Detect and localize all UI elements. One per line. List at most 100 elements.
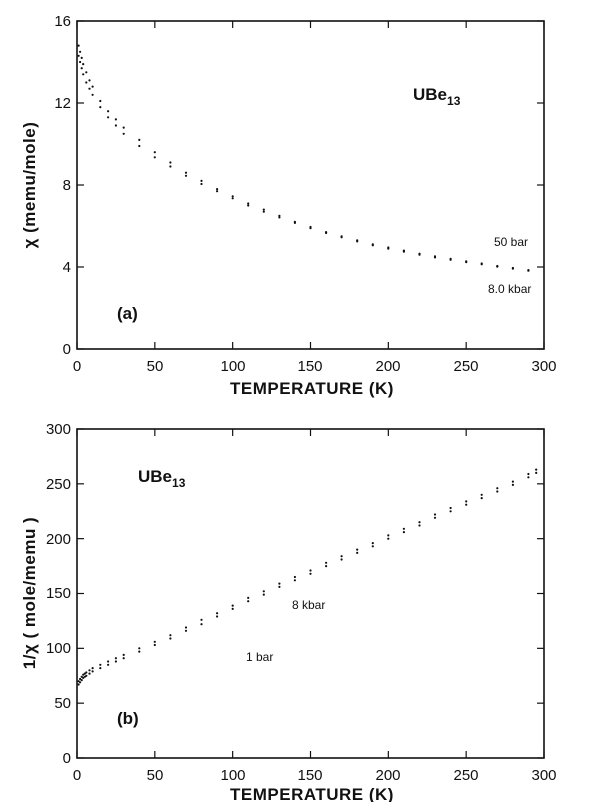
data-point-a-8-0-kbar [138,144,141,148]
data-point-b-8-kbar [99,663,102,666]
data-point-b-8-kbar [247,596,250,600]
data-point-a-50-bar [85,71,88,74]
data-point-a-50-bar [278,214,281,217]
data-point-b-8-kbar [114,657,117,660]
data-point-a-8-0-kbar [247,204,250,207]
x-tick-label: 200 [375,358,400,375]
data-point-b-8-kbar [371,542,374,545]
data-point-a-50-bar [138,138,141,141]
data-point-a-8-0-kbar [418,253,421,256]
data-point-b-8-kbar [169,634,172,637]
data-point-a-50-bar [80,56,83,60]
data-point-b-1-bar [449,510,452,513]
data-point-b-8-kbar [340,555,343,558]
data-point-b-1-bar [433,516,437,519]
x-tick-label: 300 [531,767,556,784]
data-point-b-8-kbar [527,472,530,476]
y-tick-label: 100 [46,640,71,657]
x-tick-label: 150 [297,767,322,784]
data-point-a-8-0-kbar [231,197,234,200]
data-point-b-1-bar [107,663,110,666]
plot-frame-a [76,20,545,350]
data-point-b-8-kbar [511,480,514,483]
data-point-a-8-0-kbar [402,250,405,253]
data-point-a-8-0-kbar [433,256,437,259]
data-point-a-8-0-kbar [371,244,374,247]
data-point-a-8-0-kbar [99,106,102,109]
data-point-a-8-0-kbar [356,240,359,243]
data-point-b-1-bar [356,551,359,555]
data-point-b-8-kbar [418,521,421,524]
x-tick-label: 0 [73,358,81,375]
data-point-a-50-bar [79,50,82,53]
data-point-b-1-bar [153,643,156,647]
data-point-b-8-kbar [535,468,538,471]
y-axis-title-b: 1/χ ( mole/memu ) [20,517,39,669]
data-point-b-1-bar [527,476,530,479]
data-point-b-1-bar [91,670,94,673]
data-point-a-8-0-kbar [480,263,483,266]
data-point-b-8-kbar [356,548,359,551]
chart-panel-a: 0 50 100 150 200 250 300 0 4 8 12 16 TEM… [20,13,557,398]
compound-label-b: UBe13 [138,467,186,490]
data-point-b-1-bar [169,637,172,640]
data-point-b-1-bar [480,497,483,500]
data-point-b-8-kbar [309,569,312,572]
data-point-a-8-0-kbar [169,165,172,168]
data-point-b-1-bar [122,657,125,660]
data-point-b-8-kbar [496,487,499,490]
data-point-a-8-0-kbar [88,87,91,90]
data-point-a-50-bar [216,188,219,191]
data-point-b-1-bar [80,679,83,682]
data-point-a-8-0-kbar [262,210,265,213]
x-tick-label: 300 [531,358,556,375]
data-point-b-8-kbar [449,506,452,510]
data-point-b-1-bar [325,565,328,568]
data-point-b-8-kbar [402,527,405,530]
y-tick-label: 12 [54,95,71,112]
tick-marks-b [76,428,545,759]
series-label-1-bar: 1 bar [246,650,273,664]
data-point-b-8-kbar [231,604,234,607]
series-label-8-kbar-b: 8 kbar [292,598,325,612]
data-point-b-1-bar [511,483,514,486]
data-point-b-8-kbar [433,513,437,516]
data-point-a-8-0-kbar [80,67,83,70]
data-point-b-1-bar [184,629,188,632]
data-point-b-8-kbar [82,673,85,676]
data-point-a-8-0-kbar [278,216,281,219]
data-point-b-1-bar [293,579,296,582]
data-point-a-50-bar [169,161,172,164]
data-point-a-50-bar [122,126,125,129]
panel-label-b: (b) [117,709,139,728]
data-point-a-50-bar [91,85,94,88]
data-point-b-1-bar [200,623,203,626]
y-tick-label: 250 [46,476,71,493]
data-point-a-50-bar [184,171,188,174]
data-point-a-8-0-kbar [79,60,82,64]
data-point-b-8-kbar [91,667,94,670]
data-point-b-1-bar [402,531,405,534]
data-point-a-8-0-kbar [82,73,85,76]
data-point-b-1-bar [465,503,468,506]
data-point-b-1-bar [138,650,141,653]
y-tick-label: 16 [54,13,71,30]
data-point-b-1-bar [247,600,250,603]
x-tick-labels-a: 0 50 100 150 200 250 300 [73,358,557,375]
data-point-b-8-kbar [122,653,125,657]
data-point-b-1-bar [77,683,80,686]
data-point-b-1-bar [387,537,390,540]
x-tick-label: 250 [453,767,478,784]
chart-panel-b: 0 50 100 150 200 250 300 0 50 100 150 20… [20,421,557,802]
x-tick-label: 250 [453,358,478,375]
data-point-b-1-bar [82,676,85,680]
y-tick-label: 150 [46,585,71,602]
x-tick-label: 100 [220,358,245,375]
y-tick-label: 50 [54,695,71,712]
data-point-a-8-0-kbar [85,81,88,84]
x-axis-title-b: TEMPERATURE (K) [230,785,394,802]
data-point-a-8-0-kbar [449,258,452,261]
data-point-a-8-0-kbar [465,261,468,264]
data-point-a-8-0-kbar [511,267,514,270]
